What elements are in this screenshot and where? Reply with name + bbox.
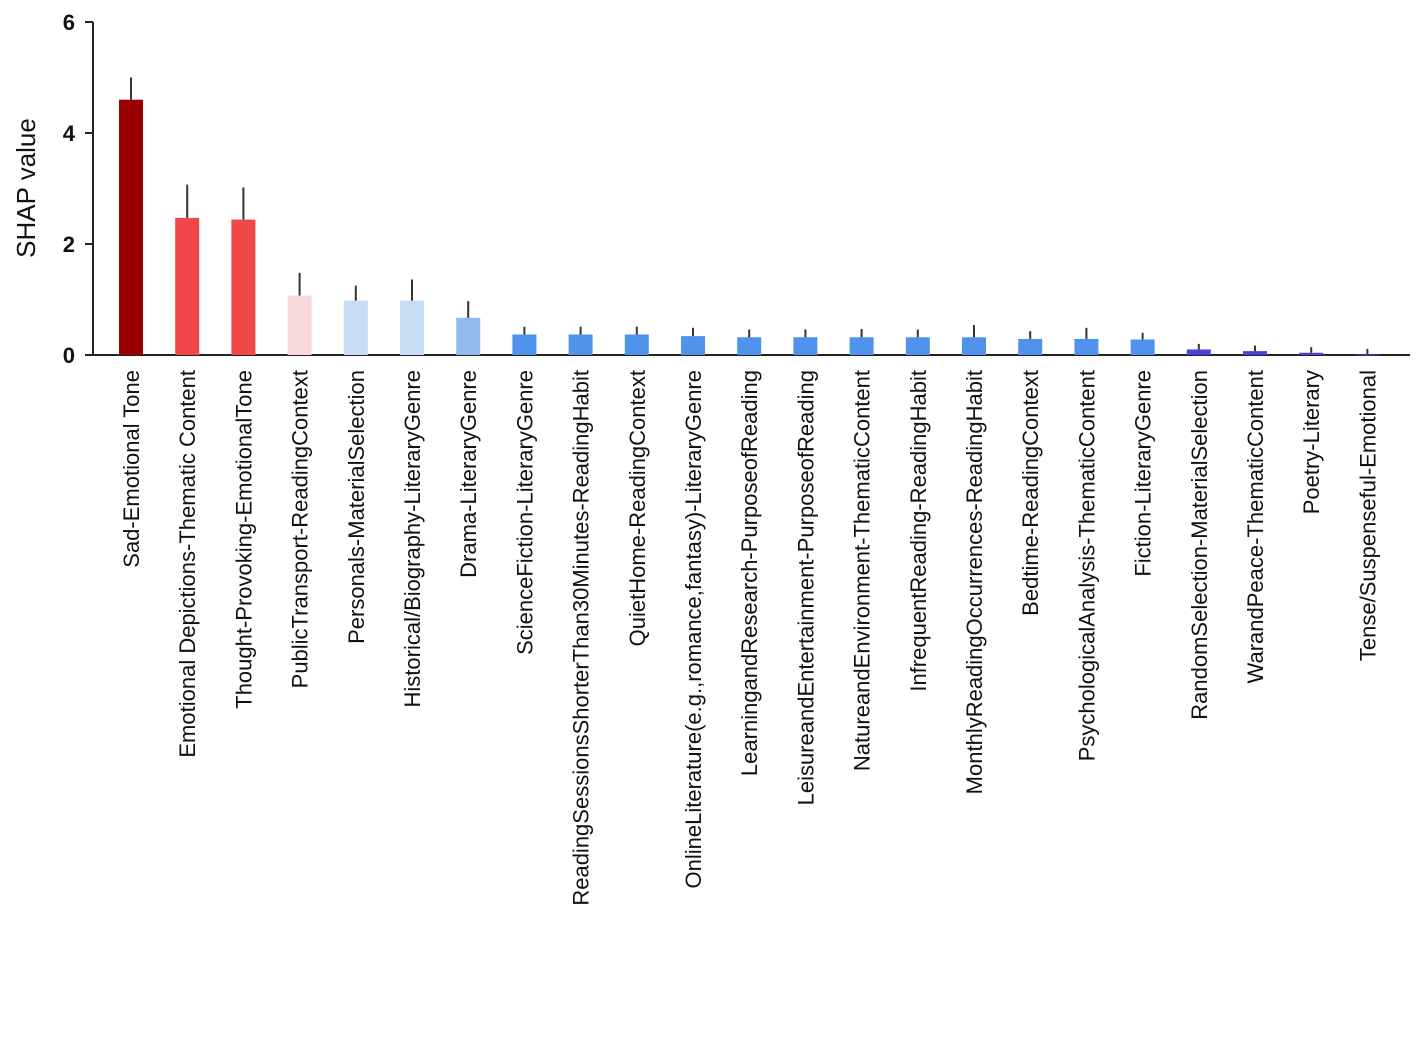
category-label: Emotional Depictions-Thematic Content (175, 370, 200, 758)
category-label: Poetry-Literary (1299, 370, 1324, 514)
bar (849, 337, 874, 355)
category-label: Tense/Suspenseful-Emotional (1355, 370, 1380, 661)
category-label: PsychologicalAnalysis-ThematicContent (1074, 370, 1099, 761)
category-label: ReadingSessionsShorterThan30Minutes-Read… (569, 370, 594, 906)
category-label: Bedtime-ReadingContext (1018, 370, 1043, 616)
y-ticks: 0 2 4 6 (63, 10, 93, 368)
bar (905, 337, 930, 355)
bar (1186, 349, 1211, 355)
bar (456, 317, 481, 355)
bar (512, 334, 537, 355)
bars (119, 99, 1380, 356)
bar (400, 300, 424, 355)
bar (793, 337, 818, 355)
bar (1130, 339, 1155, 355)
bar (1074, 338, 1099, 355)
bar (1018, 338, 1043, 355)
bar (1355, 354, 1380, 356)
category-labels: Sad-Emotional Tone Emotional Depictions-T… (119, 370, 1380, 906)
y-tick-label: 0 (63, 343, 75, 368)
category-label: MonthlyReadingOccurrences-ReadingHabit (962, 370, 987, 794)
category-label: Fiction-LiteraryGenre (1131, 370, 1156, 577)
category-label: WarandPeace-ThematicContent (1243, 370, 1268, 683)
bar (1243, 351, 1267, 355)
bar (343, 300, 368, 355)
category-label: OnlineLiterature(e.g.,romance,fantasy)-L… (681, 370, 706, 888)
category-label: LeisureandEntertainment-PurposeofReading (793, 370, 818, 805)
bar (119, 99, 143, 355)
y-tick-label: 6 (63, 10, 75, 35)
category-label: Historical/Biography-LiteraryGenre (400, 370, 425, 707)
category-label: QuietHome-ReadingContext (625, 370, 650, 646)
bar (231, 219, 256, 355)
category-label: InfrequentReading-ReadingHabit (906, 370, 931, 692)
bar (175, 217, 200, 355)
category-label: Sad-Emotional Tone (119, 370, 144, 568)
category-label: LearningandResearch-PurposeofReading (737, 370, 762, 776)
bar (624, 334, 649, 355)
error-bars (130, 77, 1369, 355)
y-tick-label: 2 (63, 232, 75, 257)
category-label: Thought-Provoking-EmotionalTone (231, 370, 256, 709)
bar (681, 336, 705, 355)
y-tick-label: 4 (63, 121, 76, 146)
y-axis-title: SHAP value (11, 118, 41, 258)
category-label: ScienceFiction-LiteraryGenre (512, 370, 537, 655)
bar (287, 295, 312, 355)
category-label: Personals-MaterialSelection (344, 370, 369, 644)
category-label: RandomSelection-MaterialSelection (1187, 370, 1212, 720)
bar (962, 337, 986, 355)
category-label: PublicTransport-ReadingContext (288, 370, 313, 688)
bar (737, 337, 762, 355)
category-label: Drama-LiteraryGenre (456, 370, 481, 578)
bar (1299, 352, 1324, 355)
category-label: NatureandEnvironment-ThematicContent (850, 370, 875, 771)
bar (568, 334, 593, 355)
